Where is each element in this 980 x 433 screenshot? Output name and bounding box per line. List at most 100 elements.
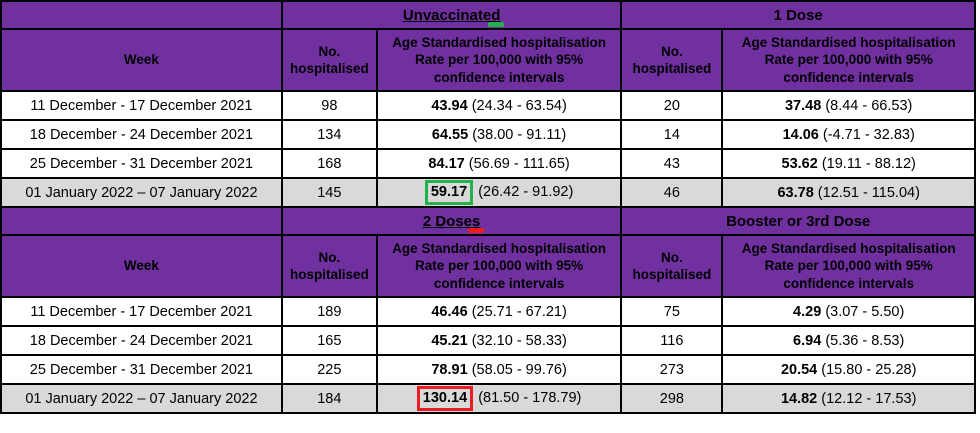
rate-cell: 84.17 (56.69 - 111.65) — [375, 148, 623, 179]
top-header-row: Week No. hospitalised Age Standardised h… — [0, 28, 976, 92]
count-cell: 298 — [620, 383, 724, 414]
week-cell: 11 December - 17 December 2021 — [0, 90, 283, 121]
week-cell: 18 December - 24 December 2021 — [0, 325, 283, 356]
rate-value: 78.91 — [431, 361, 468, 378]
red-underline-marker — [468, 227, 485, 233]
count-cell: 145 — [280, 177, 378, 208]
rate-value: 37.48 — [784, 97, 822, 114]
count-cell: 225 — [280, 354, 378, 385]
count-cell: 43 — [620, 148, 724, 179]
week-cell: 11 December - 17 December 2021 — [0, 296, 283, 327]
rate-value: 46.46 — [431, 303, 468, 320]
title-cell-2-doses: 2 Doses — [280, 206, 623, 236]
green-highlight-box: 59.17 — [424, 180, 474, 205]
no-hospitalised-header: No. hospitalised — [620, 234, 724, 298]
count-cell: 165 — [280, 325, 378, 356]
count-cell: 75 — [620, 296, 724, 327]
rate-cell: 46.46 (25.71 - 67.21) — [375, 296, 623, 327]
rate-cell: 64.55 (38.00 - 91.11) — [375, 119, 623, 150]
count-cell: 189 — [280, 296, 378, 327]
rate-cell: 20.54 (15.80 - 25.28) — [721, 354, 976, 385]
table-row-highlighted-week: 01 January 2022 – 07 January 2022 184 13… — [0, 383, 976, 414]
table-row: 25 December - 31 December 2021 225 78.91… — [0, 354, 976, 385]
rate-value: 6.94 — [793, 332, 822, 349]
title-cell-1-dose: 1 Dose — [620, 0, 976, 30]
title-spacer-cell — [0, 206, 283, 236]
rate-cell: 14.82 (12.12 - 17.53) — [721, 383, 976, 414]
rate-cell: 4.29 (3.07 - 5.50) — [721, 296, 976, 327]
rate-value: 43.94 — [431, 97, 468, 114]
confidence-interval: (25.71 - 67.21) — [471, 303, 567, 320]
confidence-interval: (3.07 - 5.50) — [825, 303, 905, 320]
table-row-highlighted-week: 01 January 2022 – 07 January 2022 145 59… — [0, 177, 976, 208]
top-title-row: Unvaccinated 1 Dose — [0, 0, 976, 30]
table-row: 25 December - 31 December 2021 168 84.17… — [0, 148, 976, 179]
rate-value: 14.82 — [780, 390, 818, 407]
rate-cell: 59.17 (26.42 - 91.92) — [375, 177, 623, 208]
count-cell: 98 — [280, 90, 378, 121]
week-cell: 25 December - 31 December 2021 — [0, 354, 283, 385]
rate-cell: 6.94 (5.36 - 8.53) — [721, 325, 976, 356]
confidence-interval: (32.10 - 58.33) — [471, 332, 567, 349]
count-cell: 273 — [620, 354, 724, 385]
rate-value: 45.21 — [431, 332, 468, 349]
title-cell-unvaccinated: Unvaccinated — [280, 0, 623, 30]
confidence-interval: (19.11 - 88.12) — [821, 155, 916, 172]
confidence-interval: (5.36 - 8.53) — [825, 332, 905, 349]
confidence-interval: (15.80 - 25.28) — [821, 361, 917, 378]
no-hospitalised-header: No. hospitalised — [620, 28, 724, 92]
rate-header: Age Standardised hospitalisation Rate pe… — [721, 28, 976, 92]
green-underline-marker — [488, 21, 505, 27]
week-header: Week — [0, 234, 283, 298]
title-spacer-cell — [0, 0, 283, 30]
rate-cell: 130.14 (81.50 - 178.79) — [375, 383, 623, 414]
rate-header: Age Standardised hospitalisation Rate pe… — [721, 234, 976, 298]
table-row: 18 December - 24 December 2021 165 45.21… — [0, 325, 976, 356]
rate-value: 63.78 — [777, 184, 814, 201]
red-highlight-box: 130.14 — [416, 386, 474, 411]
no-hospitalised-header: No. hospitalised — [280, 28, 378, 92]
rate-value: 84.17 — [428, 155, 465, 172]
bottom-header-row: Week No. hospitalised Age Standardised h… — [0, 234, 976, 298]
count-cell: 20 — [620, 90, 724, 121]
rate-cell: 63.78 (12.51 - 115.04) — [721, 177, 976, 208]
confidence-interval: (81.50 - 178.79) — [478, 390, 582, 407]
rate-cell: 43.94 (24.34 - 63.54) — [375, 90, 623, 121]
week-cell: 25 December - 31 December 2021 — [0, 148, 283, 179]
rate-value: 64.55 — [431, 126, 469, 143]
rate-value: 4.29 — [793, 303, 822, 320]
table-row: 18 December - 24 December 2021 134 64.55… — [0, 119, 976, 150]
rate-cell: 37.48 (8.44 - 66.53) — [721, 90, 976, 121]
confidence-interval: (26.42 - 91.92) — [478, 184, 574, 201]
count-cell: 134 — [280, 119, 378, 150]
title-cell-booster: Booster or 3rd Dose — [620, 206, 976, 236]
rate-value: 53.62 — [781, 155, 818, 172]
two-doses-title: 2 Doses — [422, 212, 481, 230]
confidence-interval: (12.12 - 17.53) — [821, 390, 917, 407]
booster-title: Booster or 3rd Dose — [726, 212, 871, 230]
confidence-interval: (-4.71 - 32.83) — [822, 126, 915, 143]
week-cell: 01 January 2022 – 07 January 2022 — [0, 383, 283, 414]
bottom-title-row: 2 Doses Booster or 3rd Dose — [0, 206, 976, 236]
week-cell: 18 December - 24 December 2021 — [0, 119, 283, 150]
table-row: 11 December - 17 December 2021 98 43.94 … — [0, 90, 976, 121]
hospitalisation-rate-table: Unvaccinated 1 Dose Week No. hospitalise… — [0, 0, 976, 414]
confidence-interval: (58.05 - 99.76) — [471, 361, 567, 378]
count-cell: 116 — [620, 325, 724, 356]
count-cell: 14 — [620, 119, 724, 150]
week-cell: 01 January 2022 – 07 January 2022 — [0, 177, 283, 208]
rate-header: Age Standardised hospitalisation Rate pe… — [375, 28, 623, 92]
rate-cell: 78.91 (58.05 - 99.76) — [375, 354, 623, 385]
table-row: 11 December - 17 December 2021 189 46.46… — [0, 296, 976, 327]
rate-value: 20.54 — [780, 361, 818, 378]
week-header: Week — [0, 28, 283, 92]
confidence-interval: (24.34 - 63.54) — [471, 97, 567, 114]
confidence-interval: (12.51 - 115.04) — [817, 184, 920, 201]
rate-cell: 45.21 (32.10 - 58.33) — [375, 325, 623, 356]
count-cell: 168 — [280, 148, 378, 179]
confidence-interval: (56.69 - 111.65) — [468, 155, 570, 172]
rate-cell: 14.06 (-4.71 - 32.83) — [721, 119, 976, 150]
rate-cell: 53.62 (19.11 - 88.12) — [721, 148, 976, 179]
one-dose-title: 1 Dose — [773, 6, 823, 24]
count-cell: 184 — [280, 383, 378, 414]
